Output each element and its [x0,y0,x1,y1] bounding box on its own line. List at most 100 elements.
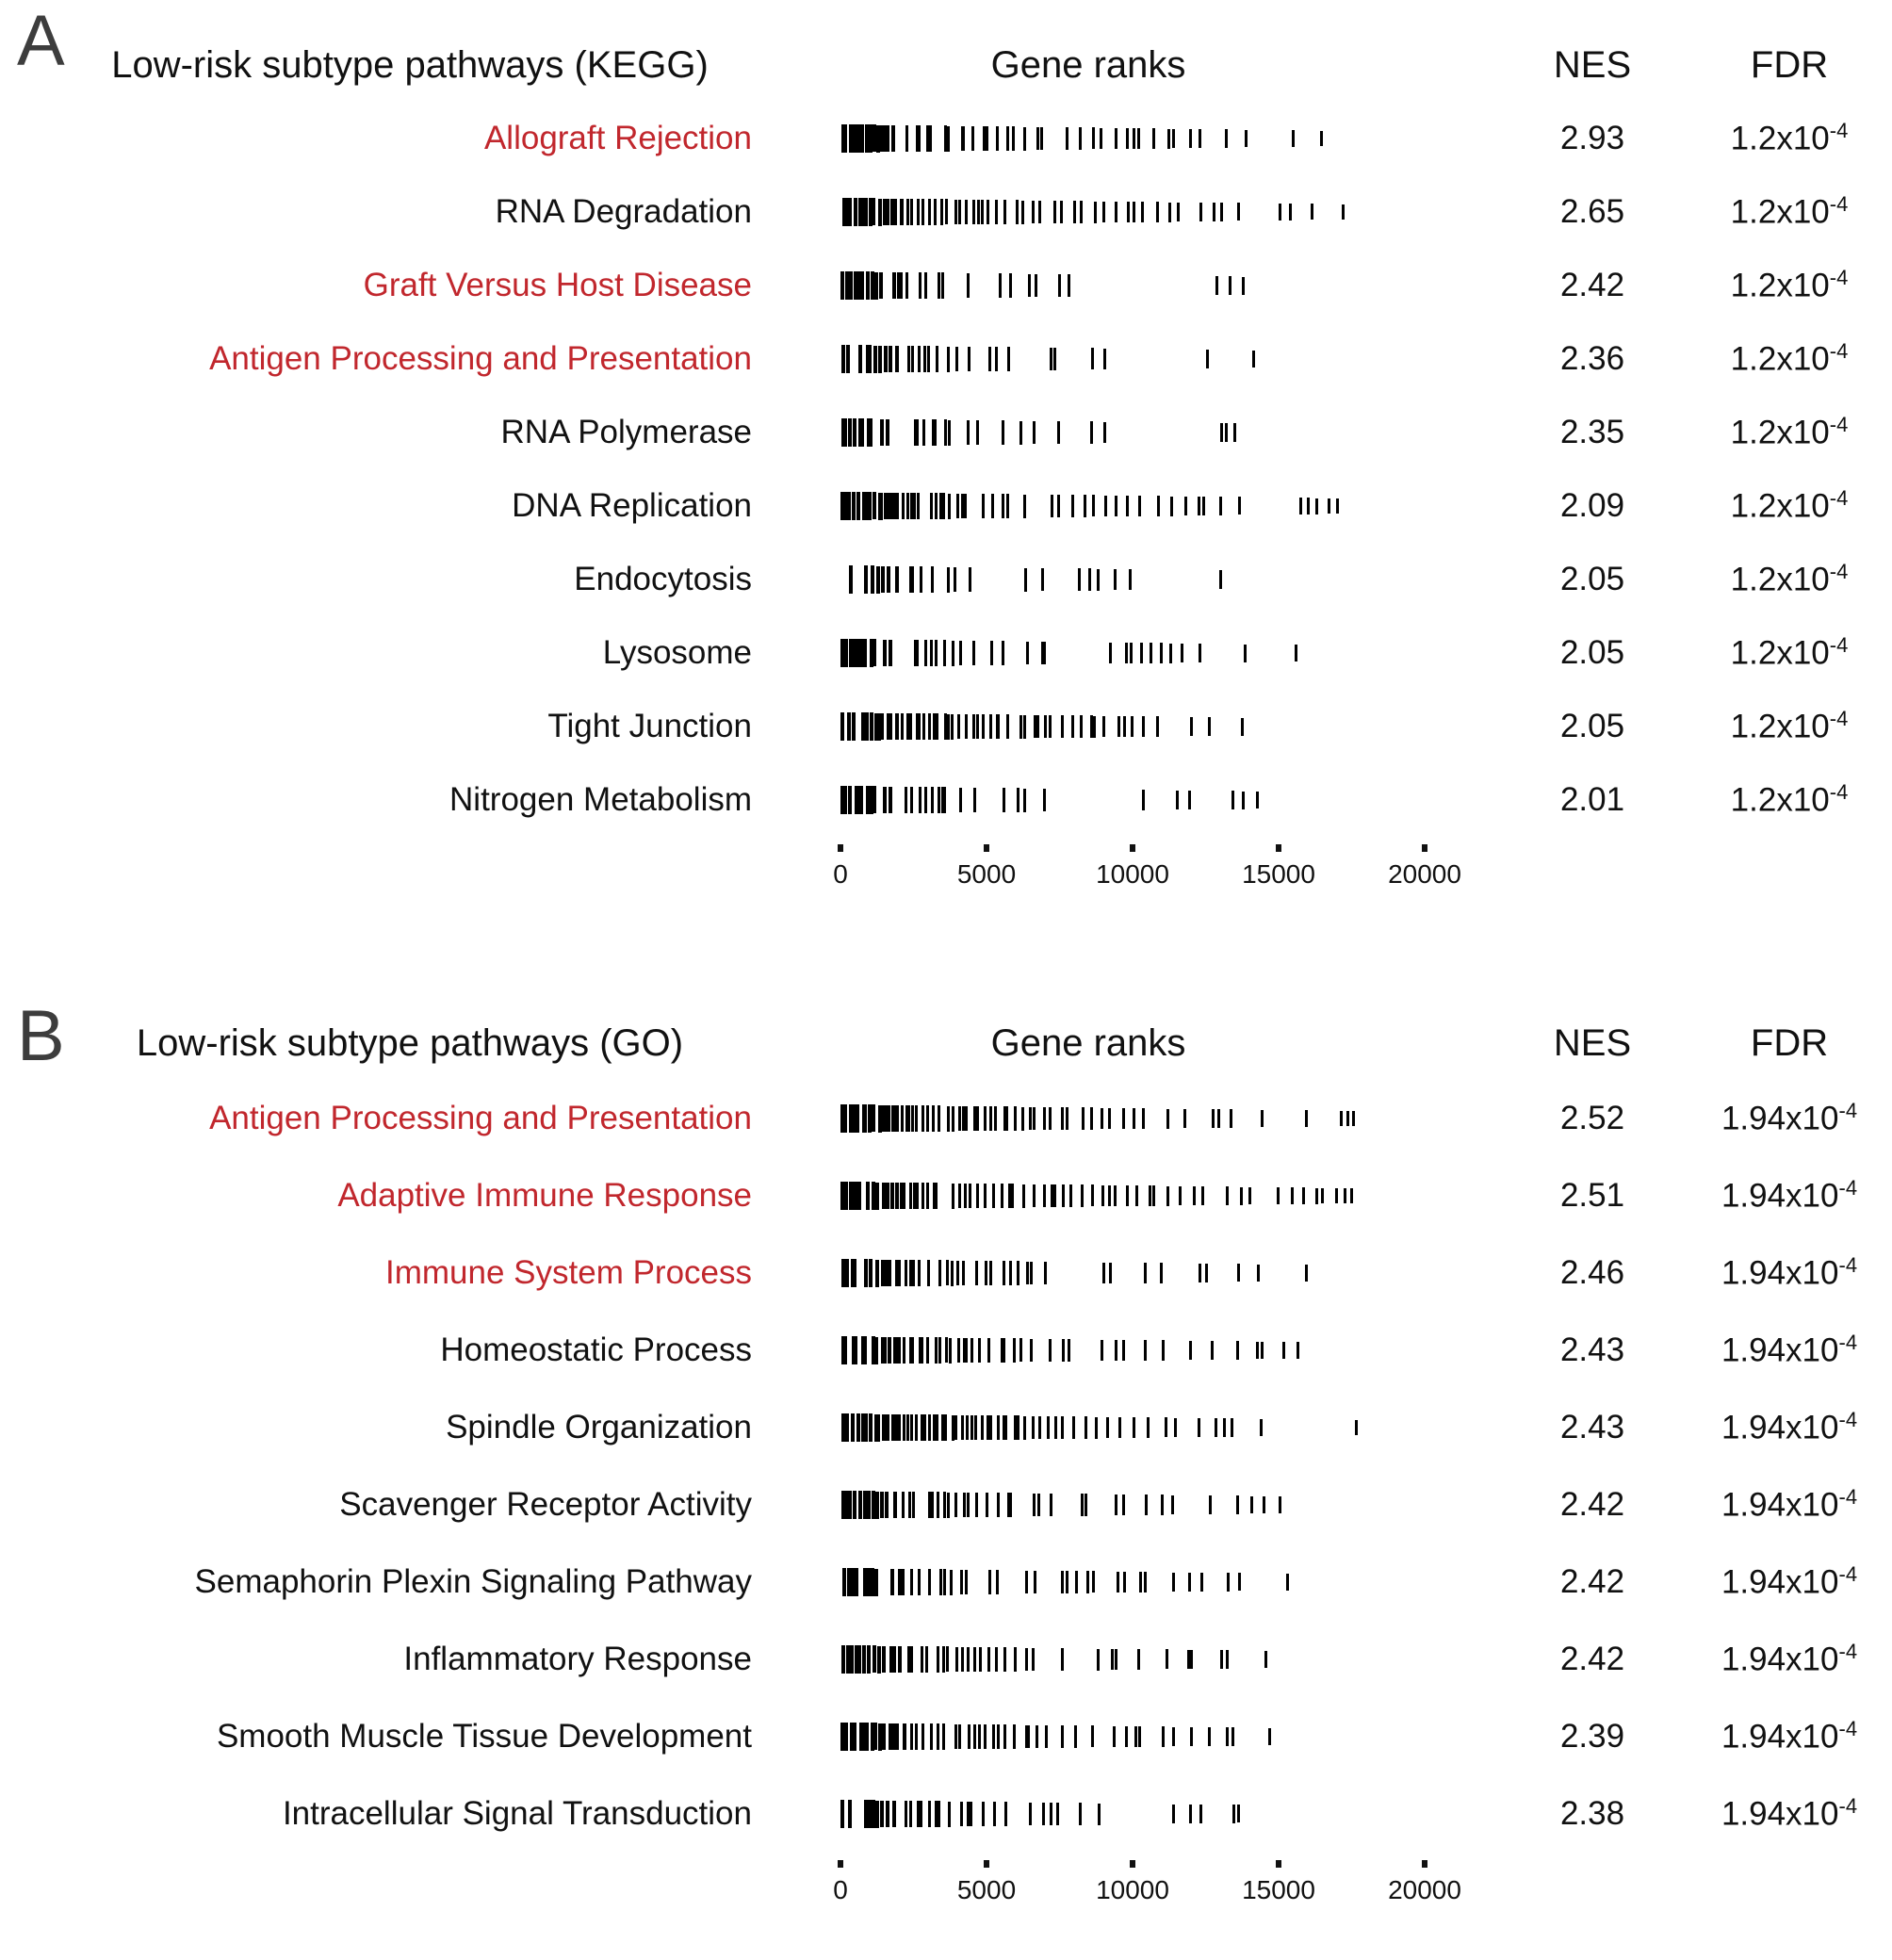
gene-rank-tick [914,419,918,446]
gene-rank-tick [862,1336,867,1364]
barcode-track [840,1098,1481,1139]
gene-rank-tick [1108,1107,1111,1130]
fdr-value: 1.94x10-4 [1677,1562,1892,1602]
gene-rank-tick [917,493,921,519]
gene-rank-tick [894,1413,898,1442]
gene-rank-tick [901,492,905,520]
gene-rank-tick [1161,1494,1164,1515]
gene-rank-tick [871,1800,875,1828]
gene-rank-tick [1144,1263,1148,1283]
gene-rank-tick [855,1645,858,1674]
gene-rank-tick [856,1413,860,1442]
gene-rank-tick [891,1800,896,1828]
gene-rank-tick [1032,1647,1036,1672]
gene-rank-tick [943,1569,947,1595]
gene-rank-tick [1061,1184,1065,1207]
gene-rank-tick [942,640,946,666]
pathway-row: Antigen Processing and Presentation 2.36… [28,322,1892,396]
nes-value: 2.01 [1559,781,1625,818]
gene-rank-tick [1166,1108,1169,1129]
gene-rank-tick [851,1104,856,1133]
gene-rank-tick [1092,127,1096,150]
gene-rank-tick [1005,1106,1009,1131]
gene-rank-tick [840,271,844,300]
gene-rank-tick [908,1259,912,1286]
gene-rank-barcode [791,322,1508,396]
gene-rank-tick [1204,1264,1208,1282]
gene-rank-tick [1174,1417,1178,1438]
gene-rank-tick [966,1414,970,1441]
gene-rank-tick [903,1336,906,1364]
gene-rank-tick [987,1647,991,1672]
gene-rank-tick [1040,641,1044,665]
gene-rank-tick [900,712,904,741]
gene-rank-tick [909,787,913,814]
gene-rank-tick [842,124,847,153]
gene-rank-tick [984,1184,987,1209]
gene-rank-tick [988,1106,992,1131]
nes-value: 2.43 [1559,1331,1625,1368]
gene-rank-tick [1050,1802,1052,1826]
gene-rank-tick [959,787,963,813]
gene-rank-tick [920,1414,923,1441]
gene-rank-tick [1189,1804,1193,1824]
gene-rank-tick [965,1569,969,1595]
gene-rank-tick [1114,568,1117,591]
gene-rank-tick [874,1259,879,1287]
gene-rank-tick [872,124,876,153]
gene-rank-tick [1260,1341,1264,1360]
gene-rank-tick [911,346,915,373]
gene-rank-tick [989,1415,993,1440]
gene-rank-tick [927,1801,931,1827]
gene-rank-tick [934,1337,938,1364]
fdr-base: 1.94x10 [1721,1177,1839,1215]
nes-value: 2.43 [1559,1409,1625,1446]
pathway-name: Tight Junction [547,708,752,744]
gene-rank-tick [1109,642,1113,664]
gene-rank-tick [865,1723,870,1751]
gene-rank-tick [840,1336,845,1364]
gene-rank-tick [860,1336,865,1364]
pathway-name: Intracellular Signal Transduction [282,1795,752,1832]
pathway-row: Inflammatory Response 2.42 1.94x10-4 [28,1621,1892,1698]
fdr-exponent: -4 [1838,1253,1858,1278]
gene-rank-tick [1060,1107,1064,1130]
gene-rank-tick [909,1413,913,1441]
gene-rank-tick [889,1182,894,1210]
panel-a-rows: Allograft Rejection 2.93 1.2x10-4 RNA De… [28,102,1892,837]
gene-rank-barcode [791,543,1508,616]
gene-rank-tick [973,1105,977,1132]
gene-rank-tick [858,198,862,226]
gene-rank-tick [985,126,988,151]
gene-rank-tick [1094,1416,1098,1439]
gene-rank-tick [1073,1725,1077,1748]
gene-rank-tick [918,125,922,152]
axis-tick-label: 10000 [1096,1875,1169,1904]
axis-tick-label: 15000 [1242,859,1315,889]
fdr-value: 1.2x10-4 [1677,560,1892,599]
gene-rank-tick [942,787,946,813]
gene-rank-tick [1276,1187,1280,1205]
gene-rank-tick [1075,1571,1079,1593]
gene-rank-tick [1128,568,1132,590]
gene-rank-tick [940,787,944,813]
fdr-base: 1.94x10 [1721,1718,1839,1756]
nes-header: NES [1553,43,1632,86]
pathway-row: Spindle Organization 2.43 1.94x10-4 [28,1389,1892,1466]
gene-rank-tick [1042,788,1046,812]
gene-rank-tick [997,1415,1000,1440]
gene-rank-tick [1211,1109,1215,1128]
panel-a-letter: A [17,1,65,81]
gene-rank-tick [920,566,923,593]
axis-tick-label: 5000 [956,1875,1017,1904]
gene-rank-tick [1171,1494,1175,1515]
gene-rank-tick [1335,498,1339,514]
gene-rank-tick [1087,568,1091,591]
gene-rank-tick [904,1259,907,1287]
gene-rank-tick [960,493,964,519]
gene-rank-tick [1078,568,1081,591]
gene-rank-tick [877,1723,882,1751]
gene-rank-tick [864,565,868,594]
gene-rank-tick [1181,643,1183,663]
pathway-name: DNA Replication [512,487,752,524]
